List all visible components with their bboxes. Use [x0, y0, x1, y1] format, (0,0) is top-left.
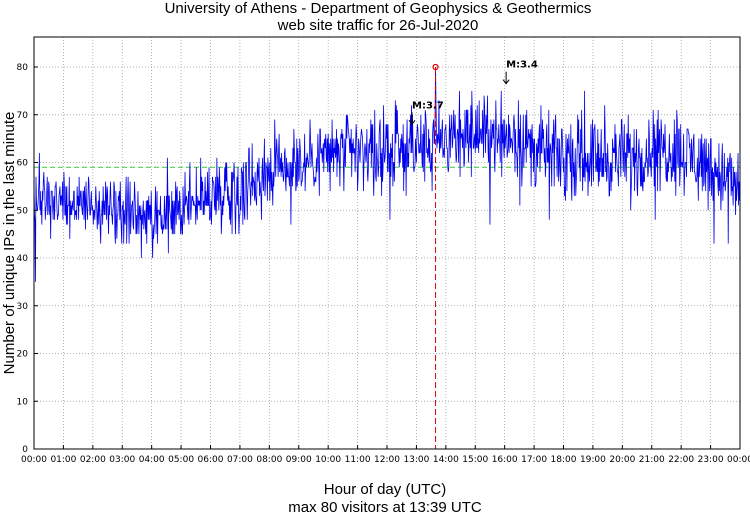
x-tick-label: 21:00	[639, 455, 665, 465]
annotation-label: M:3.4	[506, 60, 538, 71]
y-tick-label: 20	[17, 350, 29, 360]
annotation-arrow-head	[408, 120, 416, 126]
x-tick-label: 13:00	[403, 455, 429, 465]
x-tick-label: 05:00	[168, 455, 194, 465]
x-tick-label: 10:00	[315, 455, 341, 465]
y-tick-label: 30	[17, 302, 29, 312]
x-axis-ticks: 00:00 01:00 02:00 03:00 04:00 05:00 06:00 07:00…	[21, 445, 750, 465]
y-axis-ticks: 0 10 20 30 40 50 60 70 80	[17, 63, 38, 455]
x-tick-label: 07:00	[227, 455, 253, 465]
y-axis-label: Number of unique IPs in the last minute	[1, 112, 18, 375]
series-group	[33, 66, 740, 282]
y-tick-label: 60	[17, 159, 29, 169]
x-tick-label: 18:00	[551, 455, 577, 465]
x-tick-label: 04:00	[139, 455, 165, 465]
y-tick-label: 70	[17, 111, 29, 121]
max-point-marker	[432, 63, 439, 71]
chart-subtitle: web site traffic for 26-Jul-2020	[277, 17, 479, 34]
x-tick-label: 23:00	[698, 455, 724, 465]
chart-footer: max 80 visitors at 13:39 UTC	[288, 499, 482, 515]
x-axis-label: Hour of day (UTC)	[324, 481, 447, 498]
x-tick-label: 06:00	[198, 455, 224, 465]
annotation-arrow-head	[502, 79, 510, 85]
x-tick-label: 03:00	[109, 455, 135, 465]
y-tick-label: 10	[17, 397, 29, 407]
grid-lines	[34, 37, 740, 449]
series-line-visitors	[33, 66, 740, 282]
x-tick-label: 02:00	[80, 455, 106, 465]
y-tick-label: 0	[22, 445, 28, 455]
x-tick-label: 16:00	[492, 455, 518, 465]
x-tick-label: 14:00	[433, 455, 459, 465]
y-tick-label: 50	[17, 206, 29, 216]
annotation-label: M:3.7	[412, 100, 444, 111]
max-marker-group	[432, 63, 439, 449]
x-tick-label: 20:00	[609, 455, 635, 465]
x-tick-label: 08:00	[256, 455, 282, 465]
x-tick-label: 00:00	[727, 455, 750, 465]
x-tick-label: 00:00	[21, 455, 47, 465]
plot-frame	[33, 36, 741, 450]
x-tick-label: 11:00	[345, 455, 371, 465]
x-tick-label: 12:00	[374, 455, 400, 465]
y-tick-label: 40	[17, 254, 29, 264]
x-tick-label: 09:00	[286, 455, 312, 465]
x-tick-label: 17:00	[521, 455, 547, 465]
chart-title: University of Athens - Department of Geo…	[165, 0, 592, 17]
x-tick-label: 01:00	[50, 455, 76, 465]
x-tick-label: 15:00	[462, 455, 488, 465]
annotations-group: M:3.7 M:3.4	[408, 60, 538, 126]
y-tick-label: 80	[17, 63, 29, 73]
x-tick-label: 19:00	[580, 455, 606, 465]
x-tick-label: 22:00	[668, 455, 694, 465]
